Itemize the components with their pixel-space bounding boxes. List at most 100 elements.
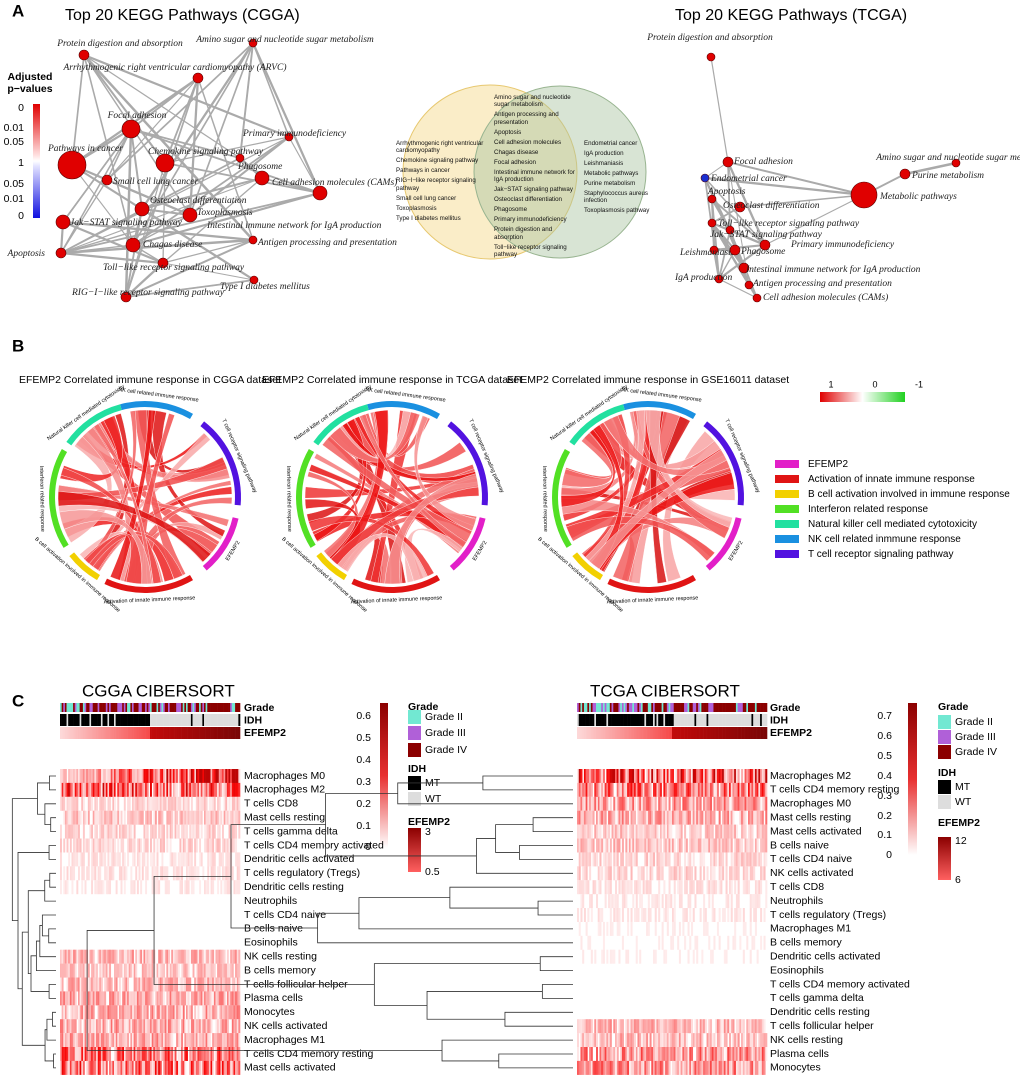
heat-cell <box>118 1005 121 1020</box>
heat-cell <box>696 1060 699 1075</box>
heat-cell <box>207 949 210 964</box>
efemp2-cell <box>601 727 604 739</box>
grade-cell <box>673 703 676 712</box>
heat-cell <box>117 991 120 1006</box>
heat-cell <box>727 908 730 922</box>
edge <box>60 251 164 265</box>
idh-cell <box>153 714 156 726</box>
grade-cell <box>71 703 74 712</box>
heat-cell <box>222 991 224 1006</box>
heat-cell <box>634 838 637 853</box>
idh-cell <box>115 714 118 726</box>
idh-cell <box>228 714 231 726</box>
heat-cell <box>218 769 221 783</box>
heat-cell <box>670 866 673 881</box>
heat-cell <box>699 852 702 867</box>
heat-cell <box>153 769 156 783</box>
heat-cell <box>143 852 146 867</box>
legend-entry: 12 <box>955 835 967 847</box>
grade-cell <box>716 703 719 712</box>
pathway-label: Small cell lung cancer <box>113 177 199 187</box>
heat-cell <box>115 810 118 825</box>
heat-cell <box>122 769 125 783</box>
heat-cell <box>760 866 763 881</box>
heat-cell <box>708 1019 711 1034</box>
edge <box>239 42 254 159</box>
efemp2-cell <box>687 727 690 739</box>
edge <box>704 177 766 246</box>
heat-cell <box>691 810 694 825</box>
heat-cell <box>159 963 162 978</box>
heat-cell <box>233 810 236 825</box>
row-label: T cells CD8 <box>770 881 824 893</box>
heat-cell <box>61 796 64 811</box>
heat-cell <box>602 796 605 811</box>
efemp2-cell <box>182 727 185 739</box>
heat-cell <box>107 782 110 797</box>
heat-cell <box>685 1060 688 1075</box>
grade-cell <box>220 703 223 712</box>
heat-cell <box>66 1005 69 1020</box>
heat-cell <box>141 852 144 867</box>
efemp2-cell <box>746 727 749 739</box>
efemp2-cell <box>602 727 605 739</box>
heat-cell <box>153 1019 156 1034</box>
efemp2-cell <box>668 727 671 739</box>
heat-cell <box>92 1005 95 1020</box>
heat-cell <box>592 796 595 811</box>
heat-cell <box>625 852 628 867</box>
heat-cell <box>213 866 216 881</box>
heat-cell <box>226 1033 229 1048</box>
heat-cell <box>653 796 656 811</box>
heat-cell <box>154 810 157 825</box>
heat-cell <box>760 810 763 825</box>
heat-cell <box>135 796 138 811</box>
heat-cell <box>79 852 82 867</box>
heat-cell <box>763 824 766 839</box>
heat-cell <box>621 880 624 895</box>
edge <box>62 220 164 265</box>
heat-cell <box>763 852 766 867</box>
idh-cell <box>102 714 105 726</box>
heat-cell <box>675 1019 678 1034</box>
heat-cell <box>634 1019 637 1034</box>
heat-cell <box>94 769 97 783</box>
heat-cell <box>677 1060 680 1075</box>
idh-cell <box>231 714 234 726</box>
heat-cell <box>177 949 180 964</box>
efemp2-cell <box>675 727 678 739</box>
heat-cell <box>92 769 95 783</box>
heat-cell <box>166 1005 169 1020</box>
heat-cell <box>609 852 612 867</box>
heat-cell <box>703 1019 706 1034</box>
heat-cell <box>169 796 172 811</box>
heat-cell <box>194 866 197 881</box>
heat-cell <box>166 866 169 881</box>
heat-cell <box>710 949 713 964</box>
idh-cell <box>613 714 616 726</box>
heat-cell <box>94 838 97 853</box>
idh-cell <box>169 714 172 726</box>
heat-cell <box>580 894 583 909</box>
heat-cell <box>639 810 642 825</box>
heat-cell <box>66 1047 69 1061</box>
grade-cell <box>653 703 656 712</box>
heat-cell <box>138 838 141 853</box>
heat-cell <box>646 866 649 881</box>
heat-cell <box>177 852 180 867</box>
heat-cell <box>177 769 180 783</box>
grade-cell <box>749 703 752 712</box>
efemp2-cell <box>620 727 623 739</box>
idh-cell <box>189 714 192 726</box>
heat-cell <box>225 1019 228 1034</box>
heat-cell <box>184 852 187 867</box>
heat-cell <box>82 991 85 1006</box>
heat-cell <box>210 866 213 881</box>
heat-cell <box>213 769 216 783</box>
heat-cell <box>701 782 704 797</box>
heat-cell <box>181 1019 184 1034</box>
heat-cell <box>176 991 179 1006</box>
efemp2-cell <box>596 727 599 739</box>
heat-cell <box>623 796 626 811</box>
heat-cell <box>89 1047 92 1061</box>
